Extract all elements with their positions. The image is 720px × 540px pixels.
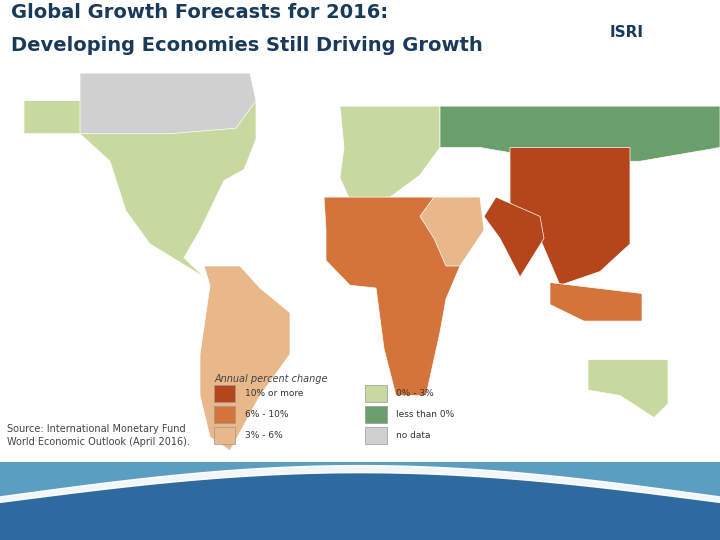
Bar bbox=[366, 385, 387, 402]
Text: no data: no data bbox=[396, 431, 431, 440]
Polygon shape bbox=[340, 106, 440, 200]
Text: ISRI: ISRI bbox=[609, 25, 644, 40]
Polygon shape bbox=[420, 197, 484, 266]
Polygon shape bbox=[24, 100, 256, 277]
Text: 10% or more: 10% or more bbox=[245, 389, 303, 398]
Text: 6% - 10%: 6% - 10% bbox=[245, 410, 288, 419]
Polygon shape bbox=[550, 282, 642, 321]
Text: Annual percent change: Annual percent change bbox=[215, 374, 328, 384]
Bar bbox=[366, 427, 387, 444]
Text: Global Growth Forecasts for 2016:: Global Growth Forecasts for 2016: bbox=[11, 3, 388, 22]
Polygon shape bbox=[588, 360, 668, 417]
Text: Source: International Monetary Fund
World Economic Outlook (April 2016).: Source: International Monetary Fund Worl… bbox=[7, 424, 190, 447]
Text: Developing Economies Still Driving Growth: Developing Economies Still Driving Growt… bbox=[11, 36, 482, 55]
Text: less than 0%: less than 0% bbox=[396, 410, 454, 419]
Text: 3% - 6%: 3% - 6% bbox=[245, 431, 282, 440]
Text: 0% - 3%: 0% - 3% bbox=[396, 389, 433, 398]
Polygon shape bbox=[510, 147, 630, 285]
Bar bbox=[215, 427, 235, 444]
Polygon shape bbox=[80, 73, 256, 134]
Polygon shape bbox=[200, 266, 290, 450]
Polygon shape bbox=[484, 197, 544, 277]
Polygon shape bbox=[440, 106, 720, 161]
Bar bbox=[215, 385, 235, 402]
Bar bbox=[366, 406, 387, 423]
Polygon shape bbox=[324, 197, 460, 395]
Bar bbox=[215, 406, 235, 423]
